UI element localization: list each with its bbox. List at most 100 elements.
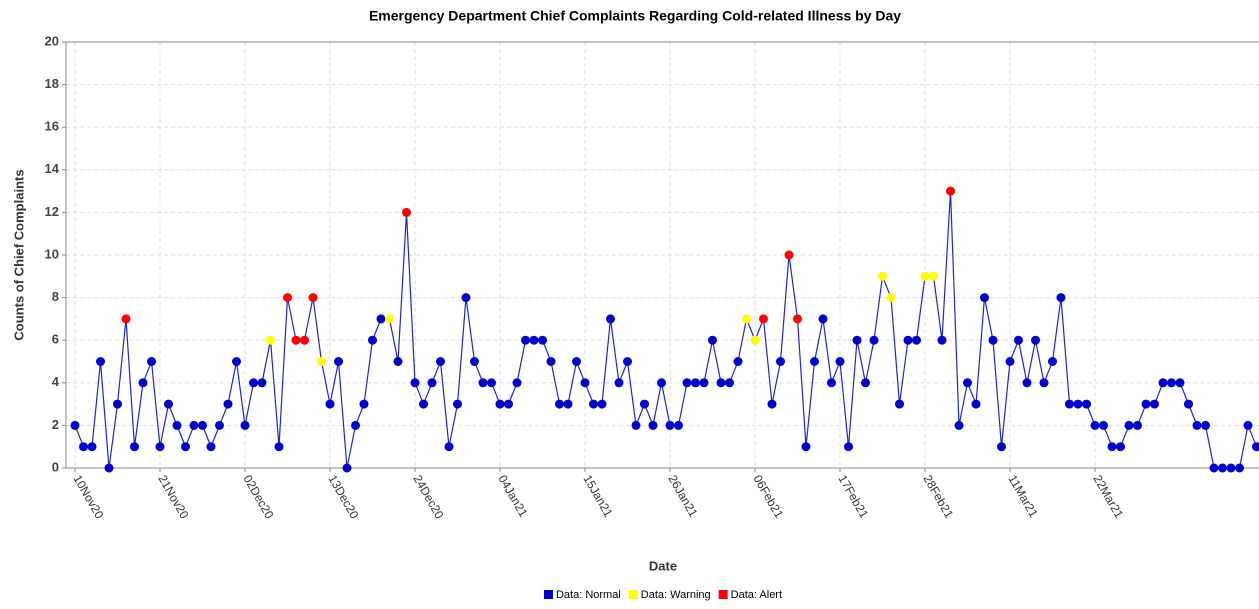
data-point <box>1218 463 1227 473</box>
data-point <box>1014 335 1023 345</box>
data-point <box>920 271 930 281</box>
data-point <box>614 378 624 388</box>
data-point <box>597 399 607 409</box>
x-tick-label: 28Feb21 <box>920 473 956 521</box>
data-point <box>946 186 955 196</box>
data-point <box>427 378 437 388</box>
data-point <box>138 378 148 388</box>
data-point <box>1099 420 1108 430</box>
data-point <box>929 271 938 281</box>
legend: Data: Normal Data: Warning Data: Alert <box>543 589 782 601</box>
data-point <box>351 420 360 430</box>
data-point <box>1133 420 1142 430</box>
data-point <box>810 357 819 366</box>
y-tick-label: 16 <box>45 119 59 134</box>
data-point <box>580 378 590 388</box>
data-point <box>1056 293 1066 303</box>
data-point <box>1124 420 1134 430</box>
data-point <box>393 357 403 366</box>
data-point <box>725 378 734 388</box>
data-point <box>410 378 420 388</box>
data-point <box>70 420 80 430</box>
legend-label: Data: Warning <box>641 589 711 601</box>
data-point <box>1150 399 1159 409</box>
data-point <box>980 293 989 303</box>
data-point <box>334 357 343 366</box>
data-point <box>164 399 173 409</box>
data-point <box>555 399 564 409</box>
data-point <box>1031 335 1040 345</box>
data-point <box>784 250 794 260</box>
data-point <box>300 335 309 345</box>
legend-label: Data: Alert <box>731 589 782 601</box>
x-tick-label: 13Dec20 <box>325 473 361 522</box>
data-point <box>223 399 233 409</box>
data-point <box>937 335 947 345</box>
data-point <box>997 442 1006 452</box>
data-point <box>1243 420 1253 430</box>
data-point <box>1235 463 1244 473</box>
data-point <box>546 357 556 366</box>
data-point <box>1005 357 1015 366</box>
data-point <box>538 335 547 345</box>
data-point <box>215 420 224 430</box>
x-axis-label: Date <box>649 558 677 573</box>
data-point <box>113 399 122 409</box>
data-point <box>648 420 658 430</box>
data-point <box>419 399 428 409</box>
data-point <box>674 420 683 430</box>
data-point <box>342 463 352 473</box>
data-point <box>691 378 700 388</box>
x-tick-label: 10Nov20 <box>70 473 106 522</box>
x-tick-label: 11Mar21 <box>1005 473 1041 521</box>
data-point <box>1022 378 1032 388</box>
data-point <box>631 420 641 430</box>
data-point <box>495 399 505 409</box>
y-tick-label: 2 <box>52 417 59 432</box>
data-point <box>657 378 666 388</box>
data-point <box>1175 378 1185 388</box>
data-point <box>623 357 632 366</box>
data-point <box>1048 357 1057 366</box>
data-point <box>835 357 845 366</box>
chart-title: Emergency Department Chief Complaints Re… <box>369 8 901 24</box>
data-point <box>699 378 709 388</box>
x-tick-label: 06Feb21 <box>750 473 786 521</box>
data-point <box>147 357 156 366</box>
data-point <box>861 378 870 388</box>
x-tick-label: 24Dec20 <box>410 473 446 522</box>
data-point <box>1192 420 1202 430</box>
data-point <box>504 399 513 409</box>
data-point <box>572 357 581 366</box>
x-tick-label: 22Mar21 <box>1090 473 1126 521</box>
y-axis-label: Counts of Chief Complaints <box>11 169 26 340</box>
y-tick-label: 4 <box>52 374 60 389</box>
data-point <box>801 442 811 452</box>
data-point <box>1073 399 1083 409</box>
data-point <box>1226 463 1236 473</box>
data-point <box>266 335 275 345</box>
data-point <box>385 314 394 324</box>
data-point <box>1209 463 1219 473</box>
data-point <box>512 378 522 388</box>
data-point <box>827 378 836 388</box>
data-point <box>232 357 241 366</box>
data-point <box>903 335 913 345</box>
y-tick-label: 6 <box>52 332 59 347</box>
data-point <box>376 314 386 324</box>
data-point <box>793 314 802 324</box>
data-point <box>104 463 114 473</box>
data-point <box>368 335 377 345</box>
x-tick-label: 15Jan21 <box>580 473 615 520</box>
y-tick-label: 12 <box>45 204 59 219</box>
data-point <box>87 442 97 452</box>
data-point <box>96 357 105 366</box>
data-point <box>402 207 411 217</box>
data-point <box>716 378 726 388</box>
data-point <box>869 335 879 345</box>
data-point <box>121 314 131 324</box>
legend-swatch <box>543 590 553 599</box>
data-point <box>1141 399 1151 409</box>
data-point <box>1039 378 1049 388</box>
